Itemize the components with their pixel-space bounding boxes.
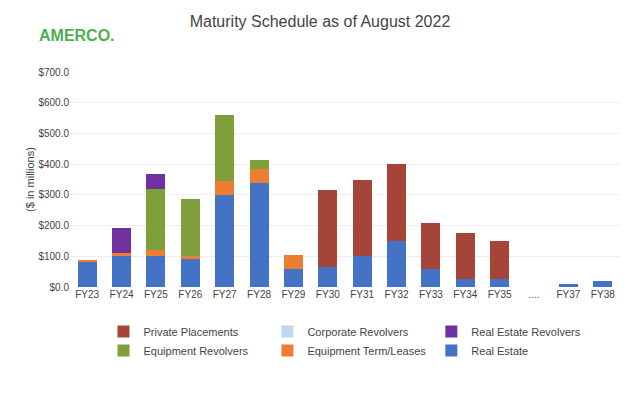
svg-text:....: .... [528,289,539,300]
svg-text:$600.0: $600.0 [38,97,69,108]
svg-text:FY25: FY25 [144,289,168,300]
svg-text:Real Estate Revolvers: Real Estate Revolvers [471,326,580,338]
svg-text:AMERCO.: AMERCO. [39,27,115,44]
svg-text:FY23: FY23 [75,289,99,300]
svg-text:Equipment Term/Leases: Equipment Term/Leases [307,345,426,357]
svg-text:FY26: FY26 [178,289,202,300]
svg-text:$200.0: $200.0 [38,220,69,231]
svg-text:FY37: FY37 [556,289,580,300]
svg-text:Private Placements: Private Placements [144,326,239,338]
svg-text:FY28: FY28 [247,289,271,300]
svg-text:Equipment Revolvers: Equipment Revolvers [144,345,249,357]
svg-text:$700.0: $700.0 [38,67,69,78]
svg-text:FY31: FY31 [350,289,374,300]
svg-text:FY35: FY35 [488,289,512,300]
svg-text:Real Estate: Real Estate [471,345,528,357]
svg-text:FY24: FY24 [110,289,134,300]
svg-text:Corporate Revolvers: Corporate Revolvers [307,326,408,338]
svg-text:$0.0: $0.0 [50,282,70,293]
svg-text:($ in millions): ($ in millions) [24,147,36,212]
svg-text:$500.0: $500.0 [38,128,69,139]
svg-text:FY29: FY29 [281,289,305,300]
svg-text:Maturity Schedule as of August: Maturity Schedule as of August 2022 [190,13,451,30]
svg-text:FY34: FY34 [453,289,477,300]
svg-text:FY32: FY32 [385,289,409,300]
svg-text:FY38: FY38 [591,289,615,300]
svg-text:FY30: FY30 [316,289,340,300]
svg-text:$100.0: $100.0 [38,251,69,262]
svg-text:FY27: FY27 [213,289,237,300]
svg-text:$300.0: $300.0 [38,189,69,200]
svg-text:$400.0: $400.0 [38,159,69,170]
svg-text:FY33: FY33 [419,289,443,300]
